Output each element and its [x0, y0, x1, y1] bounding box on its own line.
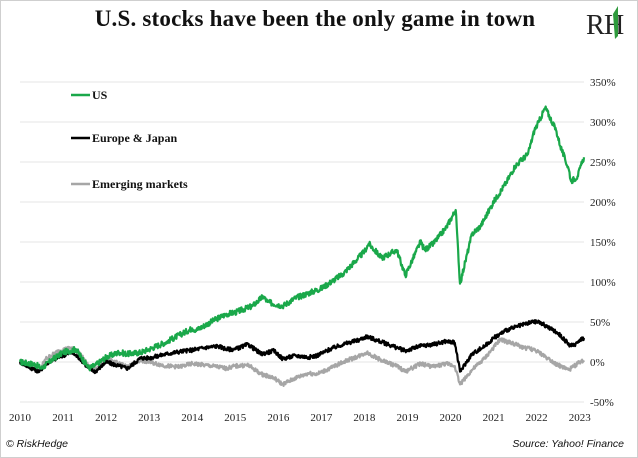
logo-accent-mark — [613, 6, 618, 39]
y-tick-label: 0% — [590, 357, 605, 369]
series-line-us — [18, 105, 586, 372]
chart-title: U.S. stocks have been the only game in t… — [94, 6, 536, 31]
riskhedge-logo: R H — [586, 6, 624, 41]
y-tick-label: 200% — [590, 197, 616, 209]
y-tick-label: 350% — [590, 77, 616, 89]
series-line-emerging — [19, 337, 585, 387]
y-tick-label: 250% — [590, 157, 616, 169]
series-line-europe-japan — [18, 319, 586, 375]
y-tick-label: -50% — [590, 397, 614, 409]
x-tick-label: 2015 — [224, 412, 247, 424]
y-tick-label: 50% — [590, 317, 610, 329]
x-tick-label: 2011 — [52, 412, 74, 424]
x-tick-label: 2023 — [569, 412, 592, 424]
x-tick-label: 2016 — [267, 412, 290, 424]
y-tick-label: 300% — [590, 117, 616, 129]
x-tick-label: 2010 — [9, 412, 32, 424]
legend-label-us: US — [92, 88, 108, 102]
footer-source: Source: Yahoo! Finance — [512, 438, 624, 450]
x-tick-label: 2021 — [483, 412, 505, 424]
footer-credit: © RiskHedge — [6, 438, 69, 450]
x-tick-label: 2019 — [396, 412, 419, 424]
x-tick-label: 2017 — [310, 412, 333, 424]
x-tick-label: 2014 — [181, 412, 204, 424]
y-tick-label: 150% — [590, 237, 616, 249]
x-tick-label: 2022 — [526, 412, 548, 424]
legend-label-europe-japan: Europe & Japan — [92, 131, 177, 145]
x-tick-label: 2020 — [440, 412, 463, 424]
x-tick-label: 2013 — [138, 412, 161, 424]
logo-letters: R — [586, 10, 605, 41]
legend-label-emerging: Emerging markets — [92, 177, 188, 191]
x-tick-label: 2012 — [95, 412, 117, 424]
y-tick-label: 100% — [590, 277, 616, 289]
x-tick-label: 2018 — [353, 412, 376, 424]
